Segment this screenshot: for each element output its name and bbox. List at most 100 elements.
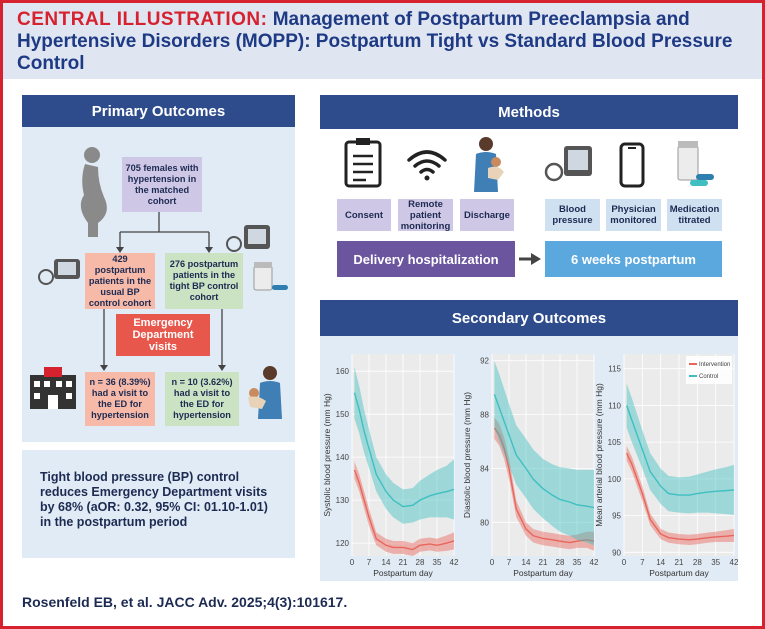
usual-cohort-box: 429 postpartum patients in the usual BP … <box>85 253 155 309</box>
y-tick-label: 95 <box>612 512 621 521</box>
y-tick-label: 130 <box>336 496 350 505</box>
y-axis-label: Mean arterial blood pressure (mm Hg) <box>594 383 604 527</box>
x-tick-label: 28 <box>556 558 565 567</box>
hospital-icon <box>30 367 76 409</box>
x-axis-label: Postpartum day <box>373 568 433 578</box>
y-tick-label: 88 <box>480 411 489 420</box>
phase-postpartum: 6 weeks postpartum <box>545 241 722 277</box>
x-tick-label: 42 <box>730 558 738 567</box>
x-tick-label: 42 <box>450 558 459 567</box>
summary-box: Tight blood pressure (BP) control reduce… <box>22 450 295 558</box>
series-line-control <box>493 394 595 509</box>
mother-baby-icon <box>248 366 282 419</box>
y-tick-label: 140 <box>336 453 350 462</box>
series-line-intervention <box>493 427 595 544</box>
bp-monitor-icon-right <box>226 225 270 252</box>
x-tick-label: 28 <box>693 558 702 567</box>
x-tick-label: 0 <box>490 558 495 567</box>
legend-label: Intervention <box>699 362 730 368</box>
legend-label: Control <box>699 374 718 380</box>
header: CENTRAL ILLUSTRATION: Management of Post… <box>3 3 762 79</box>
x-tick-label: 21 <box>675 558 684 567</box>
citation: Rosenfeld EB, et al. JACC Adv. 2025;4(3)… <box>22 594 348 610</box>
methods-title: Methods <box>320 95 738 129</box>
series-line-intervention <box>625 452 735 541</box>
x-tick-label: 0 <box>350 558 355 567</box>
bp-monitor-icon-left <box>38 259 80 285</box>
legend-box <box>686 356 732 384</box>
y-tick-label: 84 <box>480 464 489 473</box>
x-tick-label: 35 <box>711 558 720 567</box>
x-tick-label: 35 <box>573 558 582 567</box>
usual-result-box: n = 36 (8.39%) had a visit to the ED for… <box>85 372 155 426</box>
x-tick-label: 14 <box>382 558 391 567</box>
method-physician-monitored: Physician monitored <box>606 199 661 231</box>
x-axis-label: Postpartum day <box>649 568 709 578</box>
x-tick-label: 14 <box>656 558 665 567</box>
x-tick-label: 35 <box>433 558 442 567</box>
y-tick-label: 110 <box>608 401 621 410</box>
y-tick-label: 90 <box>612 548 621 557</box>
header-prefix: CENTRAL ILLUSTRATION: <box>17 9 268 30</box>
series-line-intervention <box>353 469 455 551</box>
medication-icon <box>253 262 288 291</box>
header-title-2: Hypertensive Disorders (MOPP): Postpartu… <box>17 31 733 52</box>
primary-outcomes-title: Primary Outcomes <box>22 95 295 127</box>
x-axis-label: Postpartum day <box>513 568 573 578</box>
medication-icon-methods <box>677 141 714 186</box>
clipboard-icon <box>344 138 382 188</box>
y-axis-label: Systolic blood pressure (mm Hg) <box>322 393 332 516</box>
y-tick-label: 80 <box>480 518 489 527</box>
arrow-right-icon <box>519 253 541 265</box>
ed-visits-box: Emergency Department visits <box>116 314 210 356</box>
pregnant-woman-icon <box>80 147 107 237</box>
chart-1: 120 130 140 150 160 0 7 14 21 28 35 42 Systolic bloo… <box>322 354 459 578</box>
x-tick-label: 7 <box>367 558 372 567</box>
wifi-icon <box>407 150 447 181</box>
x-tick-label: 28 <box>416 558 425 567</box>
tight-result-box: n = 10 (3.62%) had a visit to the ED for… <box>165 372 239 426</box>
y-tick-label: 115 <box>608 365 621 374</box>
header-title-3: Control <box>17 53 85 74</box>
x-tick-label: 14 <box>522 558 531 567</box>
method-remote-monitoring: Remote patient monitoring <box>398 199 453 232</box>
mother-baby-icon-methods <box>474 137 504 192</box>
ci-band-control <box>354 366 454 524</box>
y-tick-label: 105 <box>608 438 622 447</box>
y-tick-label: 160 <box>336 367 350 376</box>
method-blood-pressure: Blood pressure <box>545 199 600 231</box>
x-tick-label: 0 <box>622 558 627 567</box>
secondary-outcomes-title: Secondary Outcomes <box>320 300 738 336</box>
x-tick-label: 21 <box>399 558 408 567</box>
ci-band-intervention <box>354 461 454 556</box>
ci-band-intervention <box>626 445 734 545</box>
methods-icons <box>344 137 714 192</box>
ci-band-control <box>494 360 594 546</box>
y-tick-label: 120 <box>336 539 350 548</box>
cohort-box: 705 females with hypertension in the mat… <box>122 157 202 212</box>
tight-cohort-box: 276 postpartum patients in the tight BP … <box>165 253 243 309</box>
x-tick-label: 7 <box>507 558 512 567</box>
x-tick-label: 21 <box>539 558 548 567</box>
chart-2: 80 84 88 92 0 7 14 21 28 35 42 Diastolic blood pres… <box>462 354 599 578</box>
x-tick-label: 42 <box>590 558 599 567</box>
y-tick-label: 150 <box>336 410 350 419</box>
phone-icon <box>619 142 645 188</box>
x-tick-label: 7 <box>640 558 645 567</box>
ci-band-intervention <box>494 417 594 551</box>
ci-band-control <box>626 383 734 515</box>
method-discharge: Discharge <box>460 199 514 231</box>
bp-monitor-icon-methods <box>544 146 592 182</box>
method-consent: Consent <box>337 199 391 231</box>
header-title-1: Management of Postpartum Preeclampsia an… <box>272 9 690 30</box>
y-tick-label: 100 <box>608 475 622 484</box>
phase-delivery: Delivery hospitalization <box>337 241 515 277</box>
method-medication-titrated: Medication titrated <box>667 199 722 231</box>
y-tick-label: 92 <box>480 357 489 366</box>
chart-3: 90 95 100 105 110 115 0 7 14 21 28 35 42 Mean arteria… <box>594 354 738 578</box>
y-axis-label: Diastolic blood pressure (mm Hg) <box>462 392 472 518</box>
series-line-control <box>353 392 455 508</box>
series-line-control <box>625 405 735 496</box>
